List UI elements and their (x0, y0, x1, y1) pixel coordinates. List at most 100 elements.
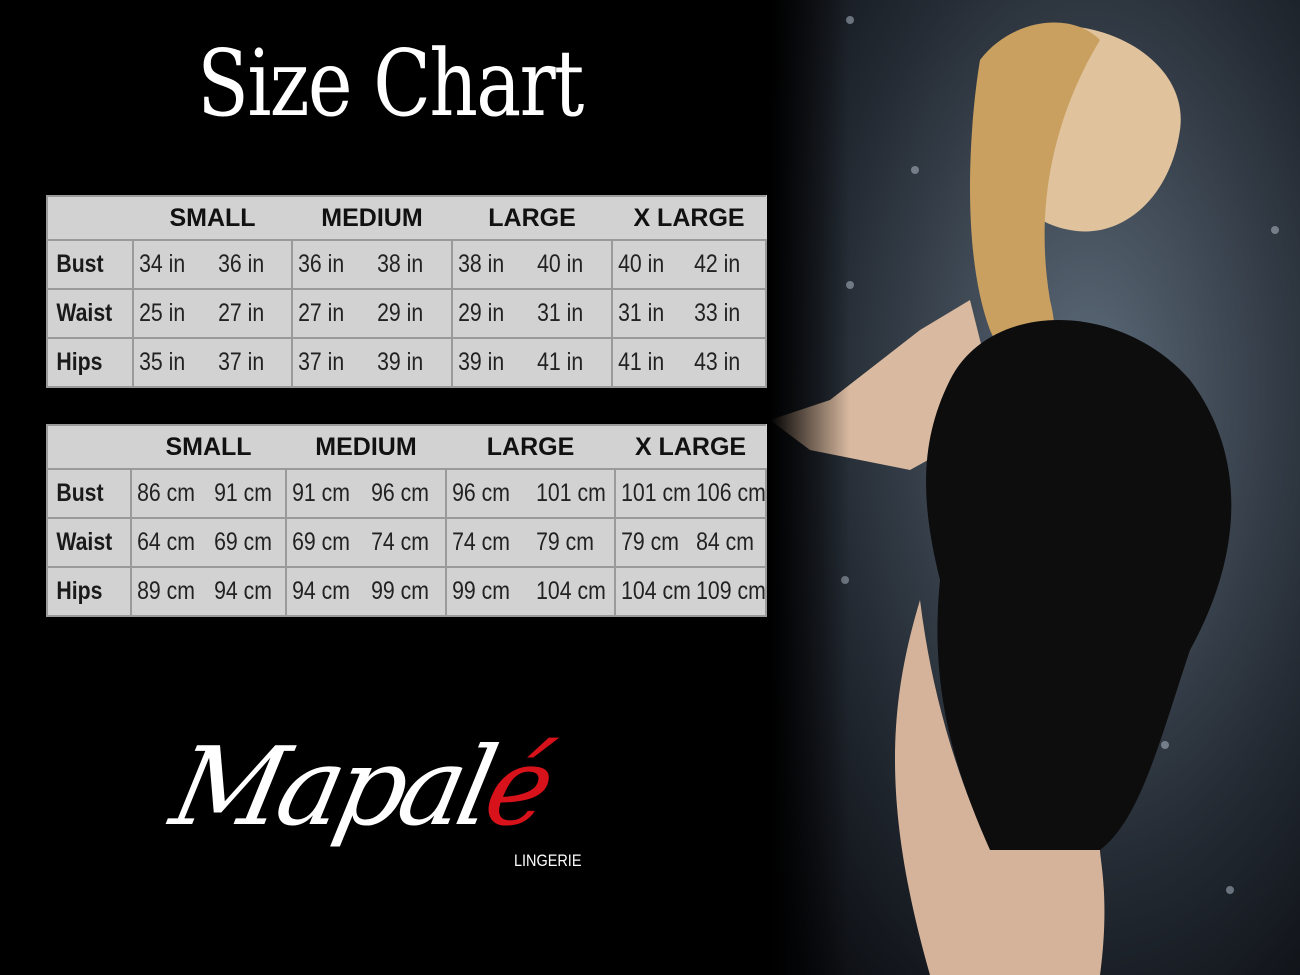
max-value: 37 in (217, 348, 264, 376)
min-value: 96 cm (452, 479, 510, 507)
header-blank (46, 424, 131, 470)
min-value: 31 in (618, 299, 665, 327)
measurement-label: Bust (46, 239, 121, 290)
max-value: 91 cm (213, 479, 272, 507)
size-header: MEDIUM (292, 195, 452, 241)
size-range-cell: 89 cm 94 cm (130, 566, 287, 617)
size-range-cell: 29 in 31 in (451, 288, 613, 339)
size-range-cell: 91 cm 96 cm (285, 468, 447, 519)
table-row: Hips 89 cm 94 cm 94 cm 99 cm 99 cm 104 cm 104 c… (46, 566, 767, 617)
size-range-cell: 31 in 33 in (611, 288, 767, 339)
size-range-cell: 39 in 41 in (451, 337, 613, 388)
size-header: X LARGE (612, 195, 766, 241)
max-value: 29 in (377, 299, 424, 327)
size-range-cell: 69 cm 74 cm (285, 517, 447, 568)
size-header: X LARGE (615, 424, 766, 470)
size-range-cell: 38 in 40 in (451, 239, 613, 290)
max-value: 99 cm (371, 577, 429, 605)
size-header: LARGE (446, 424, 615, 470)
max-value: 40 in (537, 250, 584, 278)
size-header: SMALL (131, 424, 286, 470)
min-value: 25 in (139, 299, 186, 327)
table-row: Hips 35 in 37 in 37 in 39 in 39 in 41 in 41 in 4… (46, 337, 767, 388)
max-value: 84 cm (695, 528, 754, 556)
size-range-cell: 41 in 43 in (611, 337, 767, 388)
size-range-cell: 64 cm 69 cm (130, 517, 287, 568)
size-range-cell: 25 in 27 in (132, 288, 293, 339)
table-row: Bust 34 in 36 in 36 in 38 in 38 in 40 in 40 in 4… (46, 239, 767, 290)
min-value: 104 cm (621, 577, 691, 605)
size-header: MEDIUM (286, 424, 446, 470)
max-value: 42 in (694, 250, 741, 278)
header-blank (46, 195, 133, 241)
table-row: Waist 25 in 27 in 27 in 29 in 29 in 31 in 31 in… (46, 288, 767, 339)
size-range-cell: 37 in 39 in (291, 337, 453, 388)
size-range-cell: 94 cm 99 cm (285, 566, 447, 617)
table-row: Bust 86 cm 91 cm 91 cm 96 cm 96 cm 101 cm 101 c… (46, 468, 767, 519)
page-title: Size Chart (197, 30, 584, 137)
size-range-cell: 34 in 36 in (132, 239, 293, 290)
max-value: 109 cm (695, 577, 766, 605)
max-value: 69 cm (213, 528, 272, 556)
max-value: 74 cm (371, 528, 429, 556)
measurement-label: Hips (46, 337, 121, 388)
size-header: SMALL (133, 195, 292, 241)
logo-text: Mapal (161, 725, 502, 850)
min-value: 40 in (618, 250, 665, 278)
min-value: 29 in (458, 299, 505, 327)
min-value: 99 cm (452, 577, 510, 605)
size-range-cell: 35 in 37 in (132, 337, 293, 388)
max-value: 31 in (537, 299, 584, 327)
measurement-label: Hips (46, 566, 120, 617)
min-value: 41 in (618, 348, 665, 376)
min-value: 94 cm (292, 577, 350, 605)
max-value: 39 in (377, 348, 424, 376)
min-value: 38 in (458, 250, 505, 278)
max-value: 101 cm (535, 479, 606, 507)
max-value: 94 cm (213, 577, 272, 605)
min-value: 89 cm (137, 577, 195, 605)
size-range-cell: 96 cm 101 cm (445, 468, 616, 519)
min-value: 64 cm (137, 528, 195, 556)
min-value: 69 cm (292, 528, 350, 556)
logo-subtitle: LINGERIE (514, 851, 582, 870)
min-value: 27 in (298, 299, 345, 327)
model-photo (770, 0, 1300, 975)
min-value: 39 in (458, 348, 505, 376)
max-value: 79 cm (535, 528, 594, 556)
min-value: 34 in (139, 250, 186, 278)
size-table-inches: SMALL MEDIUM LARGE X LARGE Bust 34 in 36 in 36 … (46, 195, 767, 388)
size-range-cell: 36 in 38 in (291, 239, 453, 290)
max-value: 106 cm (695, 479, 766, 507)
size-range-cell: 40 in 42 in (611, 239, 767, 290)
max-value: 43 in (694, 348, 741, 376)
max-value: 96 cm (371, 479, 429, 507)
table-row: Waist 64 cm 69 cm 69 cm 74 cm 74 cm 79 cm 79 cm… (46, 517, 767, 568)
min-value: 36 in (298, 250, 345, 278)
min-value: 91 cm (292, 479, 350, 507)
max-value: 33 in (694, 299, 741, 327)
size-range-cell: 27 in 29 in (291, 288, 453, 339)
size-table-centimeters: SMALL MEDIUM LARGE X LARGE Bust 86 cm 91 cm 91 … (46, 424, 767, 617)
size-range-cell: 101 cm 106 cm (614, 468, 767, 519)
max-value: 27 in (217, 299, 264, 327)
size-range-cell: 79 cm 84 cm (614, 517, 767, 568)
size-range-cell: 86 cm 91 cm (130, 468, 287, 519)
max-value: 36 in (217, 250, 264, 278)
min-value: 86 cm (137, 479, 195, 507)
brand-logo: Mapalé LINGERIE (162, 725, 615, 885)
measurement-label: Waist (46, 288, 121, 339)
header-row: SMALL MEDIUM LARGE X LARGE (46, 424, 766, 470)
size-range-cell: 104 cm 109 cm (614, 566, 767, 617)
max-value: 38 in (377, 250, 424, 278)
max-value: 41 in (537, 348, 584, 376)
size-range-cell: 99 cm 104 cm (445, 566, 616, 617)
min-value: 79 cm (621, 528, 679, 556)
min-value: 35 in (139, 348, 186, 376)
size-range-cell: 74 cm 79 cm (445, 517, 616, 568)
size-header: LARGE (452, 195, 612, 241)
max-value: 104 cm (535, 577, 606, 605)
min-value: 74 cm (452, 528, 510, 556)
header-row: SMALL MEDIUM LARGE X LARGE (46, 195, 766, 241)
measurement-label: Bust (46, 468, 120, 519)
